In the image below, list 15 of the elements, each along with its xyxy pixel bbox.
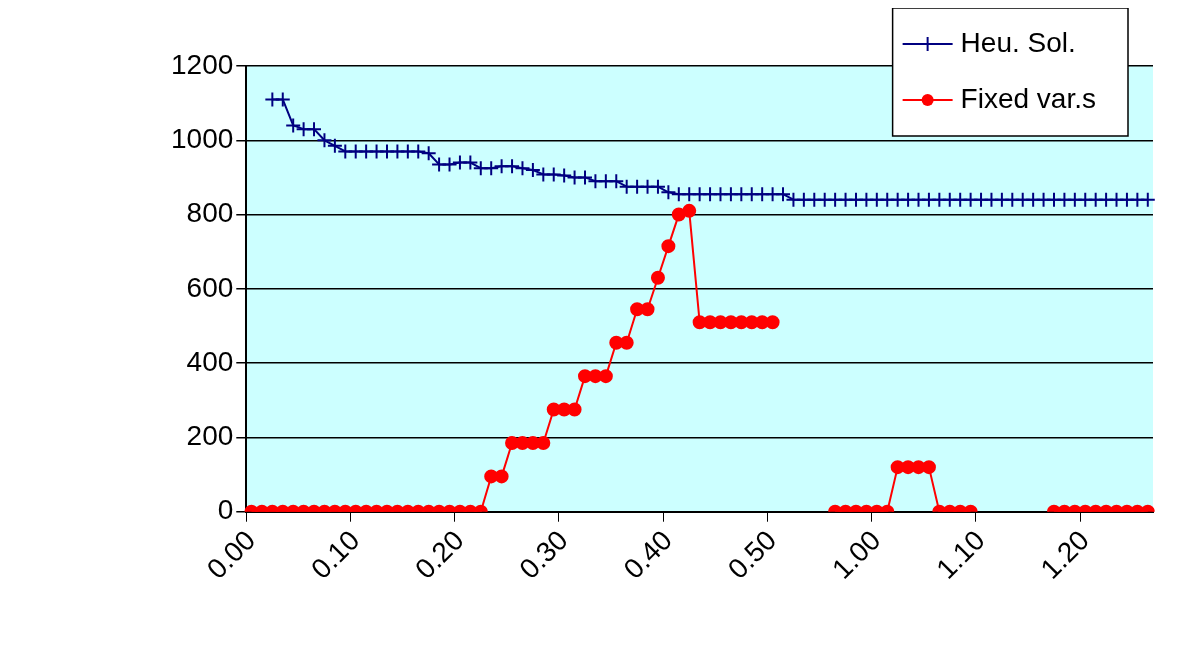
x-tick-label: 0.10 bbox=[304, 524, 366, 585]
x-tick-label: 0.20 bbox=[409, 524, 470, 585]
y-tick-label: 200 bbox=[186, 420, 234, 452]
y-tick-label: 800 bbox=[186, 197, 234, 229]
legend-label: Fixed var.s bbox=[960, 82, 1097, 114]
y-tick-label: 400 bbox=[186, 345, 234, 377]
x-tick-label: 0.40 bbox=[617, 524, 679, 585]
y-tick-label: 1000 bbox=[170, 123, 234, 154]
y-tick-label: 600 bbox=[186, 271, 234, 303]
x-tick-label: 0.00 bbox=[200, 524, 262, 585]
legend-label: Heu. Sol. bbox=[960, 26, 1076, 58]
x-tick-label: 0.50 bbox=[721, 524, 783, 585]
y-tick-label: 0 bbox=[217, 494, 234, 526]
x-tick-label: 0.30 bbox=[513, 524, 574, 585]
y-tick-label: 1200 bbox=[170, 48, 234, 80]
